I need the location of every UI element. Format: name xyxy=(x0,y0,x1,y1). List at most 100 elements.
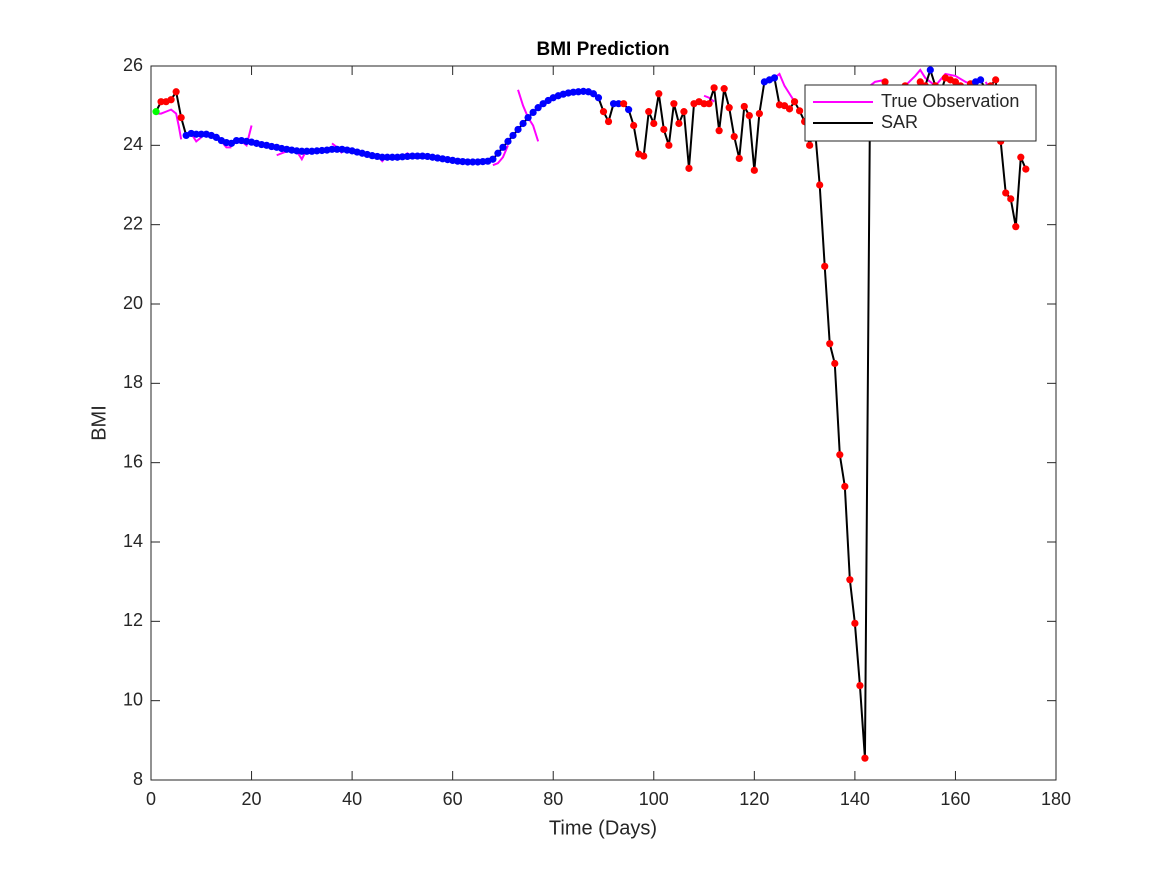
y-tick-label: 20 xyxy=(123,293,143,313)
y-tick-label: 24 xyxy=(123,134,143,154)
data-point xyxy=(735,154,743,163)
data-point xyxy=(861,754,869,762)
data-point xyxy=(303,147,311,155)
chart-title: BMI Prediction xyxy=(536,39,669,60)
x-tick-label: 100 xyxy=(639,789,669,809)
data-point xyxy=(660,125,668,134)
data-point xyxy=(841,482,849,491)
data-point xyxy=(851,619,859,627)
data-point xyxy=(469,158,477,166)
y-tick-label: 14 xyxy=(123,531,143,551)
data-point xyxy=(926,66,934,74)
y-tick-label: 26 xyxy=(123,55,143,75)
data-point xyxy=(951,78,960,86)
x-tick-label: 120 xyxy=(739,789,769,809)
data-point xyxy=(750,166,758,174)
data-point xyxy=(675,119,683,128)
data-point xyxy=(298,147,306,155)
data-point xyxy=(795,107,804,115)
data-point xyxy=(464,158,472,166)
data-point xyxy=(529,108,537,117)
data-point xyxy=(650,119,658,128)
data-point xyxy=(831,359,839,368)
y-tick-label: 22 xyxy=(123,213,143,233)
data-point xyxy=(826,340,834,348)
data-point xyxy=(992,76,1000,84)
data-point xyxy=(1007,195,1015,203)
x-tick-label: 160 xyxy=(940,789,970,809)
x-tick-label: 0 xyxy=(146,789,156,809)
data-point xyxy=(645,108,653,116)
data-point xyxy=(157,98,165,106)
data-point xyxy=(856,681,864,690)
y-tick-label: 8 xyxy=(133,769,143,789)
data-point xyxy=(655,90,663,98)
data-point xyxy=(599,108,608,116)
data-point xyxy=(976,76,985,84)
data-point xyxy=(1012,223,1020,231)
data-point xyxy=(881,78,889,86)
legend-box xyxy=(804,84,1037,142)
data-point xyxy=(755,110,763,118)
data-point xyxy=(745,111,753,120)
legend-label: SAR xyxy=(881,112,918,132)
data-point xyxy=(625,106,633,114)
data-point xyxy=(167,96,175,104)
data-point xyxy=(534,104,542,112)
x-tick-label: 80 xyxy=(543,789,563,809)
data-point xyxy=(720,85,728,93)
data-point xyxy=(388,153,396,161)
legend-label: True Observation xyxy=(881,91,1019,111)
data-point xyxy=(413,152,422,160)
data-point xyxy=(192,130,200,138)
data-point xyxy=(846,576,854,584)
data-point xyxy=(177,113,185,122)
data-point xyxy=(172,88,180,96)
data-point xyxy=(604,117,613,126)
x-tick-label: 140 xyxy=(840,789,870,809)
y-tick-label: 12 xyxy=(123,610,143,630)
data-point xyxy=(232,136,241,145)
data-point xyxy=(197,130,205,138)
x-tick-label: 180 xyxy=(1041,789,1071,809)
data-point xyxy=(630,121,638,130)
data-point xyxy=(614,100,623,108)
data-point xyxy=(620,100,628,108)
data-point xyxy=(514,125,522,134)
data-point xyxy=(665,141,673,149)
data-point xyxy=(715,127,723,135)
data-point xyxy=(670,100,678,108)
data-point xyxy=(821,262,829,270)
data-point xyxy=(730,133,738,141)
x-tick-label: 20 xyxy=(242,789,262,809)
y-tick-label: 10 xyxy=(123,689,143,709)
data-point xyxy=(916,78,924,86)
data-point xyxy=(1022,165,1030,173)
data-point xyxy=(790,98,799,106)
data-point xyxy=(589,90,598,98)
data-point xyxy=(680,108,688,116)
data-point xyxy=(1017,153,1025,161)
data-point xyxy=(609,100,618,108)
data-point xyxy=(489,155,497,163)
data-point xyxy=(524,113,532,122)
data-point xyxy=(740,102,748,111)
data-point xyxy=(378,153,386,161)
data-point xyxy=(499,143,507,151)
data-point xyxy=(152,108,160,116)
data-point xyxy=(640,152,648,160)
data-point xyxy=(383,153,391,161)
data-point xyxy=(408,152,417,160)
data-point xyxy=(519,119,527,128)
data-point xyxy=(705,100,713,108)
data-point xyxy=(710,84,718,92)
data-point xyxy=(725,104,733,112)
data-point xyxy=(594,94,603,102)
data-point xyxy=(328,145,336,153)
data-point xyxy=(806,141,814,149)
x-axis-label: Time (Days) xyxy=(549,817,657,839)
data-point xyxy=(816,181,824,189)
data-point xyxy=(785,105,794,113)
x-tick-label: 60 xyxy=(443,789,463,809)
